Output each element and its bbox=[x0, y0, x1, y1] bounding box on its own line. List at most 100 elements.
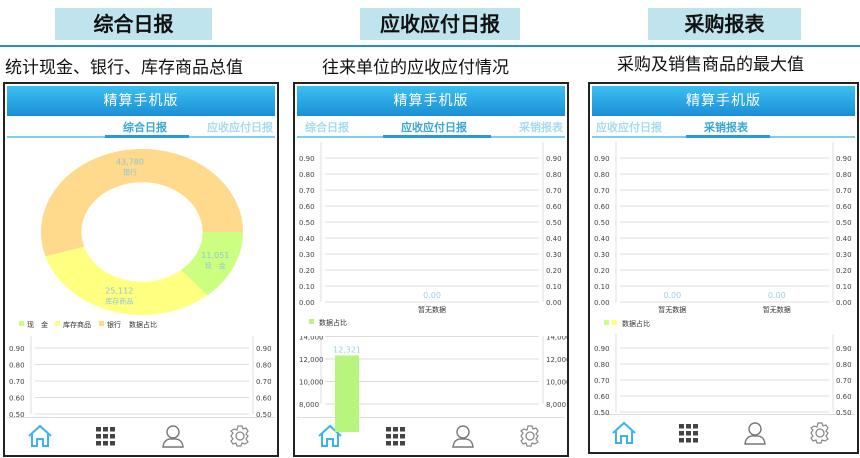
active-tab-indicator bbox=[383, 135, 491, 138]
y-tick-left: 0.80 bbox=[594, 171, 610, 179]
y-tick-right: 0.80 bbox=[836, 361, 852, 369]
y-tick-left: 0.70 bbox=[9, 378, 25, 386]
y-tick-left: 0.40 bbox=[594, 235, 610, 243]
y-tick-right: 0.60 bbox=[836, 393, 852, 401]
user-icon[interactable] bbox=[160, 424, 186, 448]
description-purchase: 采购及销售商品的最大值 bbox=[617, 55, 804, 75]
y-tick-left: 0.60 bbox=[9, 395, 25, 403]
grid-icon[interactable] bbox=[676, 421, 702, 445]
donut-slice bbox=[45, 246, 208, 315]
y-tick-right: 0.60 bbox=[836, 203, 852, 211]
tab-2[interactable]: 采销报表 bbox=[704, 121, 748, 134]
y-tick-left: 0.90 bbox=[594, 155, 610, 163]
section-header-daily: 综合日报 bbox=[55, 8, 212, 40]
tab-2[interactable]: 采销报表 bbox=[519, 121, 563, 134]
grid-icon[interactable] bbox=[93, 424, 119, 448]
y-tick-right: 0.50 bbox=[546, 219, 562, 227]
y-tick-right: 0.50 bbox=[256, 411, 272, 419]
y-tick-left: 0.00 bbox=[299, 299, 315, 307]
y-tick-right: 0.60 bbox=[256, 395, 272, 403]
y-tick-right: 0.50 bbox=[836, 409, 852, 417]
y-tick-right: 0.20 bbox=[546, 267, 562, 275]
y-tick-left: 0.30 bbox=[299, 251, 315, 259]
slice-name-label: 现 金 bbox=[205, 261, 226, 270]
y-tick-right: 0.40 bbox=[546, 235, 562, 243]
purchase-chart: 0.00 0.00 0.10 0.10 0.20 0.20 0.30 0.30 0.40 0.40… bbox=[594, 142, 852, 314]
y-tick-left: 10,000 bbox=[299, 379, 324, 387]
y-tick-right: 0.10 bbox=[836, 283, 852, 291]
y-tick-left: 0.60 bbox=[299, 203, 315, 211]
legend-title: 数据占比 bbox=[129, 320, 157, 329]
bottom-nav bbox=[592, 414, 855, 450]
settings-icon[interactable] bbox=[227, 424, 253, 448]
y-tick-left: 0.90 bbox=[594, 345, 610, 353]
receivable-chart: 0.00 0.00 0.10 0.10 0.20 0.20 0.30 0.30 0.40 0.40… bbox=[299, 142, 562, 314]
y-tick-right: 0.70 bbox=[256, 378, 272, 386]
slice-value-label: 11,051 bbox=[201, 251, 229, 260]
phone-purchase-report: 精算手机版 应收应付日报 采销报表 0.00 0.00 0.10 0.10 0.20 0.20 0… bbox=[588, 82, 859, 454]
tab-0[interactable]: 综合日报 bbox=[123, 121, 167, 134]
y-tick-right: 0.10 bbox=[546, 283, 562, 291]
tab-0[interactable]: 综合日报 bbox=[305, 121, 349, 134]
y-tick-right: 0.00 bbox=[836, 299, 852, 307]
legend-label: 库存商品 bbox=[63, 320, 91, 329]
y-tick-left: 0.20 bbox=[594, 267, 610, 275]
section-header-purchase: 采购报表 bbox=[648, 8, 801, 40]
user-icon[interactable] bbox=[450, 424, 476, 448]
bar-value-label: 0.00 bbox=[423, 291, 441, 300]
grid-icon[interactable] bbox=[383, 424, 409, 448]
description-receivable: 往来单位的应收应付情况 bbox=[322, 58, 509, 78]
y-tick-left: 14,000 bbox=[299, 336, 324, 342]
description-daily: 统计现金、银行、库存商品总值 bbox=[5, 58, 243, 78]
chart-legend: 现 金 库存商品 银行 数据占比 bbox=[19, 320, 157, 329]
settings-icon[interactable] bbox=[807, 421, 833, 445]
bar-value-label: 0.00 bbox=[768, 291, 786, 300]
active-tab-indicator bbox=[686, 135, 770, 138]
y-tick-right: 0.90 bbox=[836, 155, 852, 163]
user-icon[interactable] bbox=[742, 421, 768, 445]
lower-chart: 0.50 0.50 0.60 0.60 0.70 0.70 0.80 0.80 0.90 0.90 bbox=[9, 336, 272, 419]
y-tick-right: 12,000 bbox=[546, 356, 569, 364]
y-tick-left: 0.60 bbox=[594, 393, 610, 401]
sales-chart: 0.50 0.50 0.60 0.60 0.70 0.70 0.80 0.80 0.90 0.90 bbox=[594, 334, 852, 417]
y-tick-left: 0.20 bbox=[299, 267, 315, 275]
home-icon[interactable] bbox=[611, 421, 637, 445]
y-tick-left: 0.80 bbox=[594, 361, 610, 369]
x-category-label: 暂无数据 bbox=[658, 305, 686, 314]
section-header-receivable: 应收应付日报 bbox=[360, 8, 520, 40]
legend-swatch bbox=[55, 321, 60, 326]
y-tick-left: 0.30 bbox=[594, 251, 610, 259]
legend-swatch bbox=[99, 321, 104, 326]
y-tick-left: 0.90 bbox=[9, 345, 25, 353]
donut-slice bbox=[41, 148, 243, 257]
bar-value-label: 12,321 bbox=[333, 345, 361, 354]
active-tab-indicator bbox=[105, 135, 189, 138]
y-tick-left: 0.50 bbox=[9, 411, 25, 419]
app-title: 精算手机版 bbox=[592, 86, 855, 116]
y-tick-right: 8,000 bbox=[546, 401, 566, 409]
home-icon[interactable] bbox=[317, 424, 343, 448]
x-category-label: 暂无数据 bbox=[763, 305, 791, 314]
settings-icon[interactable] bbox=[517, 424, 543, 448]
y-tick-right: 0.00 bbox=[546, 299, 562, 307]
donut-slice bbox=[181, 232, 243, 296]
home-icon[interactable] bbox=[27, 424, 53, 448]
y-tick-left: 0.50 bbox=[299, 219, 315, 227]
bar-value-label: 0.00 bbox=[663, 291, 681, 300]
tab-1[interactable]: 应收应付日报 bbox=[596, 121, 662, 134]
tab-1[interactable]: 应收应付日报 bbox=[401, 121, 467, 134]
amount-bar-chart: 8,000 8,000 10,000 10,000 12,000 12,000 14,000… bbox=[299, 336, 569, 432]
tab-bar: 综合日报 应收应付日报 bbox=[7, 116, 275, 138]
y-tick-right: 0.80 bbox=[546, 171, 562, 179]
y-tick-left: 0.10 bbox=[299, 283, 315, 291]
tab-1[interactable]: 应收应付日报 bbox=[207, 121, 273, 134]
bar bbox=[335, 355, 359, 432]
legend-swatch bbox=[309, 319, 314, 324]
y-tick-left: 0.50 bbox=[594, 409, 610, 417]
y-tick-right: 0.90 bbox=[836, 345, 852, 353]
y-tick-left: 0.80 bbox=[9, 362, 25, 370]
y-tick-left: 0.10 bbox=[594, 283, 610, 291]
legend-label: 银行 bbox=[107, 320, 121, 329]
app-title: 精算手机版 bbox=[7, 86, 275, 116]
